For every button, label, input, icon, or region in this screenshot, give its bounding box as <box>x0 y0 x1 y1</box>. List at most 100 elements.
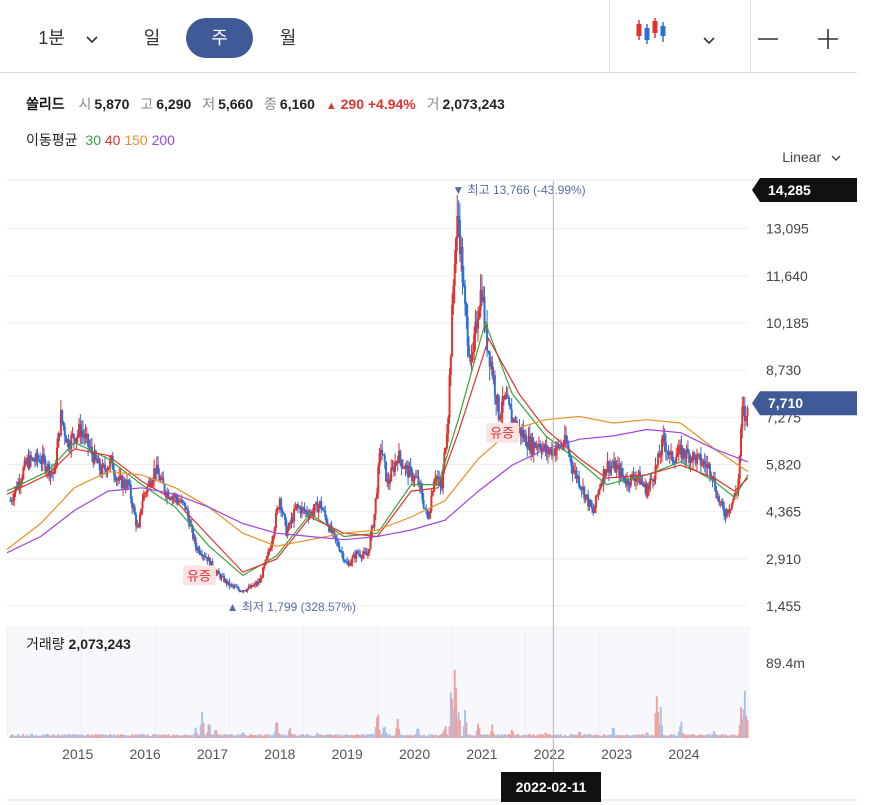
zoom-in-button[interactable] <box>812 18 844 58</box>
candle-body <box>470 354 473 362</box>
candle-body <box>68 448 71 450</box>
volume-bar <box>457 711 460 738</box>
volume-bar <box>567 736 570 738</box>
volume-bar <box>531 734 534 738</box>
volume-panel: 89.4m <box>6 626 805 738</box>
candle-body <box>707 463 710 465</box>
volume-bar <box>127 735 130 738</box>
candle-body <box>714 477 717 491</box>
volume-bar <box>206 732 209 738</box>
volume-bar <box>189 736 192 738</box>
volume-bar <box>369 734 372 738</box>
moving-average-legend: 이동평균 30 40 150 200 <box>26 130 175 150</box>
volume-bar <box>583 734 586 738</box>
ma-200: 200 <box>151 132 175 148</box>
candle-body <box>746 407 749 417</box>
volume-bar <box>671 734 674 738</box>
volume-bar <box>385 732 388 738</box>
candle-body <box>702 461 705 465</box>
volume-bar <box>390 736 393 738</box>
candle-body <box>176 498 179 503</box>
volume-bar <box>361 734 364 738</box>
candle-body <box>45 470 48 472</box>
candle-body <box>118 476 121 481</box>
volume-bar <box>609 735 612 738</box>
candle-body <box>182 501 185 503</box>
candle-body <box>451 304 454 357</box>
candle-body <box>387 479 390 484</box>
volume-bar <box>571 734 574 738</box>
candle-body <box>613 461 616 467</box>
volume-bar <box>651 735 654 738</box>
candle-body <box>676 453 679 457</box>
candle-body <box>124 486 127 489</box>
volume-bar <box>553 734 556 738</box>
candle-body <box>363 551 366 555</box>
volume-bar <box>341 734 344 738</box>
ma-line-200 <box>6 428 749 554</box>
candle-body <box>688 452 691 463</box>
candle-body <box>440 486 443 489</box>
candle-body <box>423 507 426 509</box>
candle-body <box>329 525 332 532</box>
volume-bar <box>185 734 188 738</box>
volume-bar <box>81 734 84 738</box>
volume-bar <box>636 734 639 738</box>
volume-bar <box>395 728 398 738</box>
candle-body <box>457 216 460 220</box>
candle-body <box>388 481 391 484</box>
volume-bar <box>512 731 515 738</box>
tab-day[interactable]: 일 <box>143 28 161 48</box>
candle-body <box>61 410 64 422</box>
candle-body <box>394 462 397 472</box>
tab-month[interactable]: 월 <box>279 28 297 48</box>
candle-body <box>694 455 697 464</box>
volume-bar <box>420 736 423 738</box>
low-value: 5,660 <box>218 96 254 112</box>
candle-body <box>180 499 183 503</box>
chart-type-selector[interactable] <box>625 18 725 58</box>
scale-selector[interactable]: Linear <box>782 149 841 165</box>
volume-bar <box>103 734 106 738</box>
volume-bar <box>312 735 315 738</box>
candle-body <box>32 458 35 462</box>
volume-bar <box>328 734 331 738</box>
volume-bar <box>442 732 445 738</box>
volume-bar <box>241 733 244 738</box>
candle-body <box>724 515 727 517</box>
volume-bar <box>236 735 239 738</box>
plus-icon <box>818 29 838 50</box>
candle-body <box>87 433 90 447</box>
volume-bar <box>160 734 163 738</box>
candle-body <box>357 553 360 555</box>
volume-bar <box>435 734 438 738</box>
candle-body <box>715 490 718 498</box>
volume-bar <box>201 711 204 738</box>
candle-body <box>614 461 617 473</box>
candle-body <box>391 466 394 469</box>
candle-body <box>41 453 44 464</box>
candle-body <box>378 453 381 467</box>
candle-body <box>629 474 632 486</box>
interval-selector[interactable]: 1분 <box>28 18 108 58</box>
candle-body <box>740 428 743 457</box>
candle-body <box>276 507 279 514</box>
volume-bar <box>504 734 507 738</box>
volume-bar <box>43 734 46 738</box>
volume-bar <box>620 735 623 738</box>
volume-bar <box>685 734 688 738</box>
tab-week[interactable]: 주 <box>186 18 253 58</box>
volume-bar <box>412 735 415 738</box>
volume-bar <box>530 735 533 738</box>
candle-body <box>422 499 425 508</box>
candle-body <box>565 434 568 441</box>
volume-bar <box>61 734 64 738</box>
zoom-out-button[interactable] <box>752 18 784 58</box>
volume-bar <box>506 735 509 738</box>
volume-bar <box>230 733 233 738</box>
price-axis: 13,09511,64010,1858,7307,2755,8204,3652,… <box>752 178 857 614</box>
volume-bar <box>694 735 697 738</box>
volume-bar <box>295 736 298 738</box>
volume-bar <box>268 734 271 738</box>
